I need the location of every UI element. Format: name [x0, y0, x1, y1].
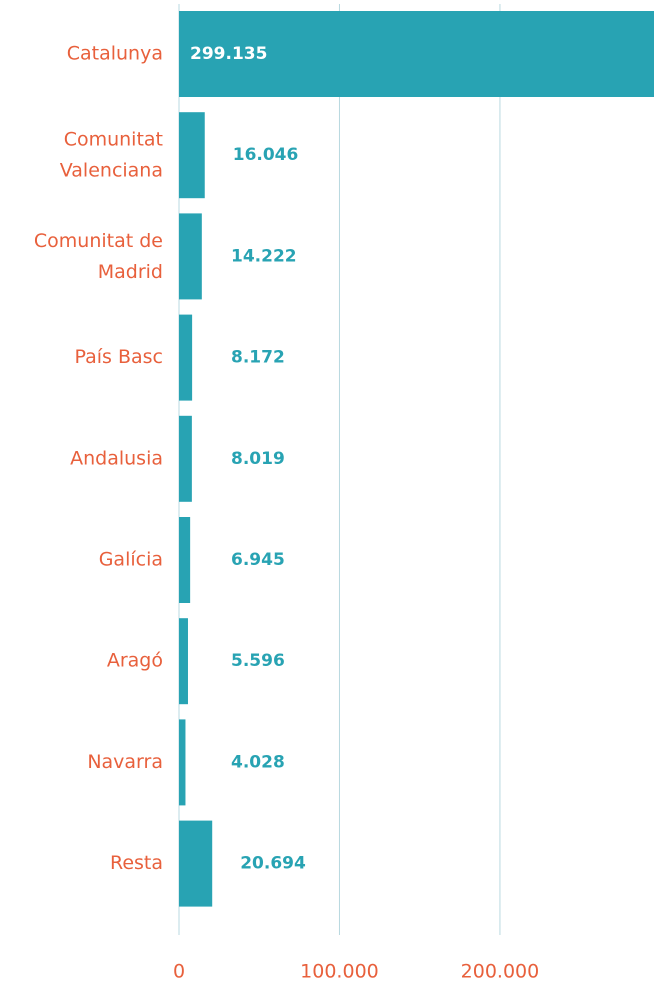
bar — [179, 618, 188, 705]
category-label: Comunitat de Madrid — [34, 229, 163, 282]
x-tick-label: 0 — [173, 961, 185, 983]
x-tick-label: 100.000 — [300, 961, 379, 983]
bars — [179, 11, 654, 907]
bar — [179, 314, 193, 401]
value-label: 8.172 — [231, 348, 285, 368]
bar — [179, 517, 191, 603]
value-label: 5.596 — [231, 651, 285, 671]
category-label: Aragó — [107, 650, 163, 672]
category-label: Galícia — [99, 549, 163, 571]
value-label: 14.222 — [231, 246, 297, 266]
bar — [179, 213, 202, 300]
bar — [179, 112, 205, 199]
bar — [179, 11, 654, 97]
value-label: 299.135 — [190, 44, 267, 64]
bar — [179, 820, 213, 907]
category-label: Resta — [110, 852, 163, 874]
value-label: 8.019 — [231, 449, 285, 469]
bar — [179, 719, 186, 806]
value-label: 20.694 — [240, 854, 306, 874]
x-tick-label: 200.000 — [461, 961, 540, 983]
category-label: Andalusia — [70, 447, 163, 469]
category-label: Catalunya — [67, 43, 163, 65]
value-label: 16.046 — [233, 145, 299, 165]
value-label: 6.945 — [231, 550, 285, 570]
category-label: Navarra — [87, 751, 163, 773]
value-label: 4.028 — [231, 752, 285, 772]
bar — [179, 415, 192, 502]
category-label: Comunitat Valenciana — [60, 128, 163, 181]
category-label: País Basc — [75, 346, 164, 368]
